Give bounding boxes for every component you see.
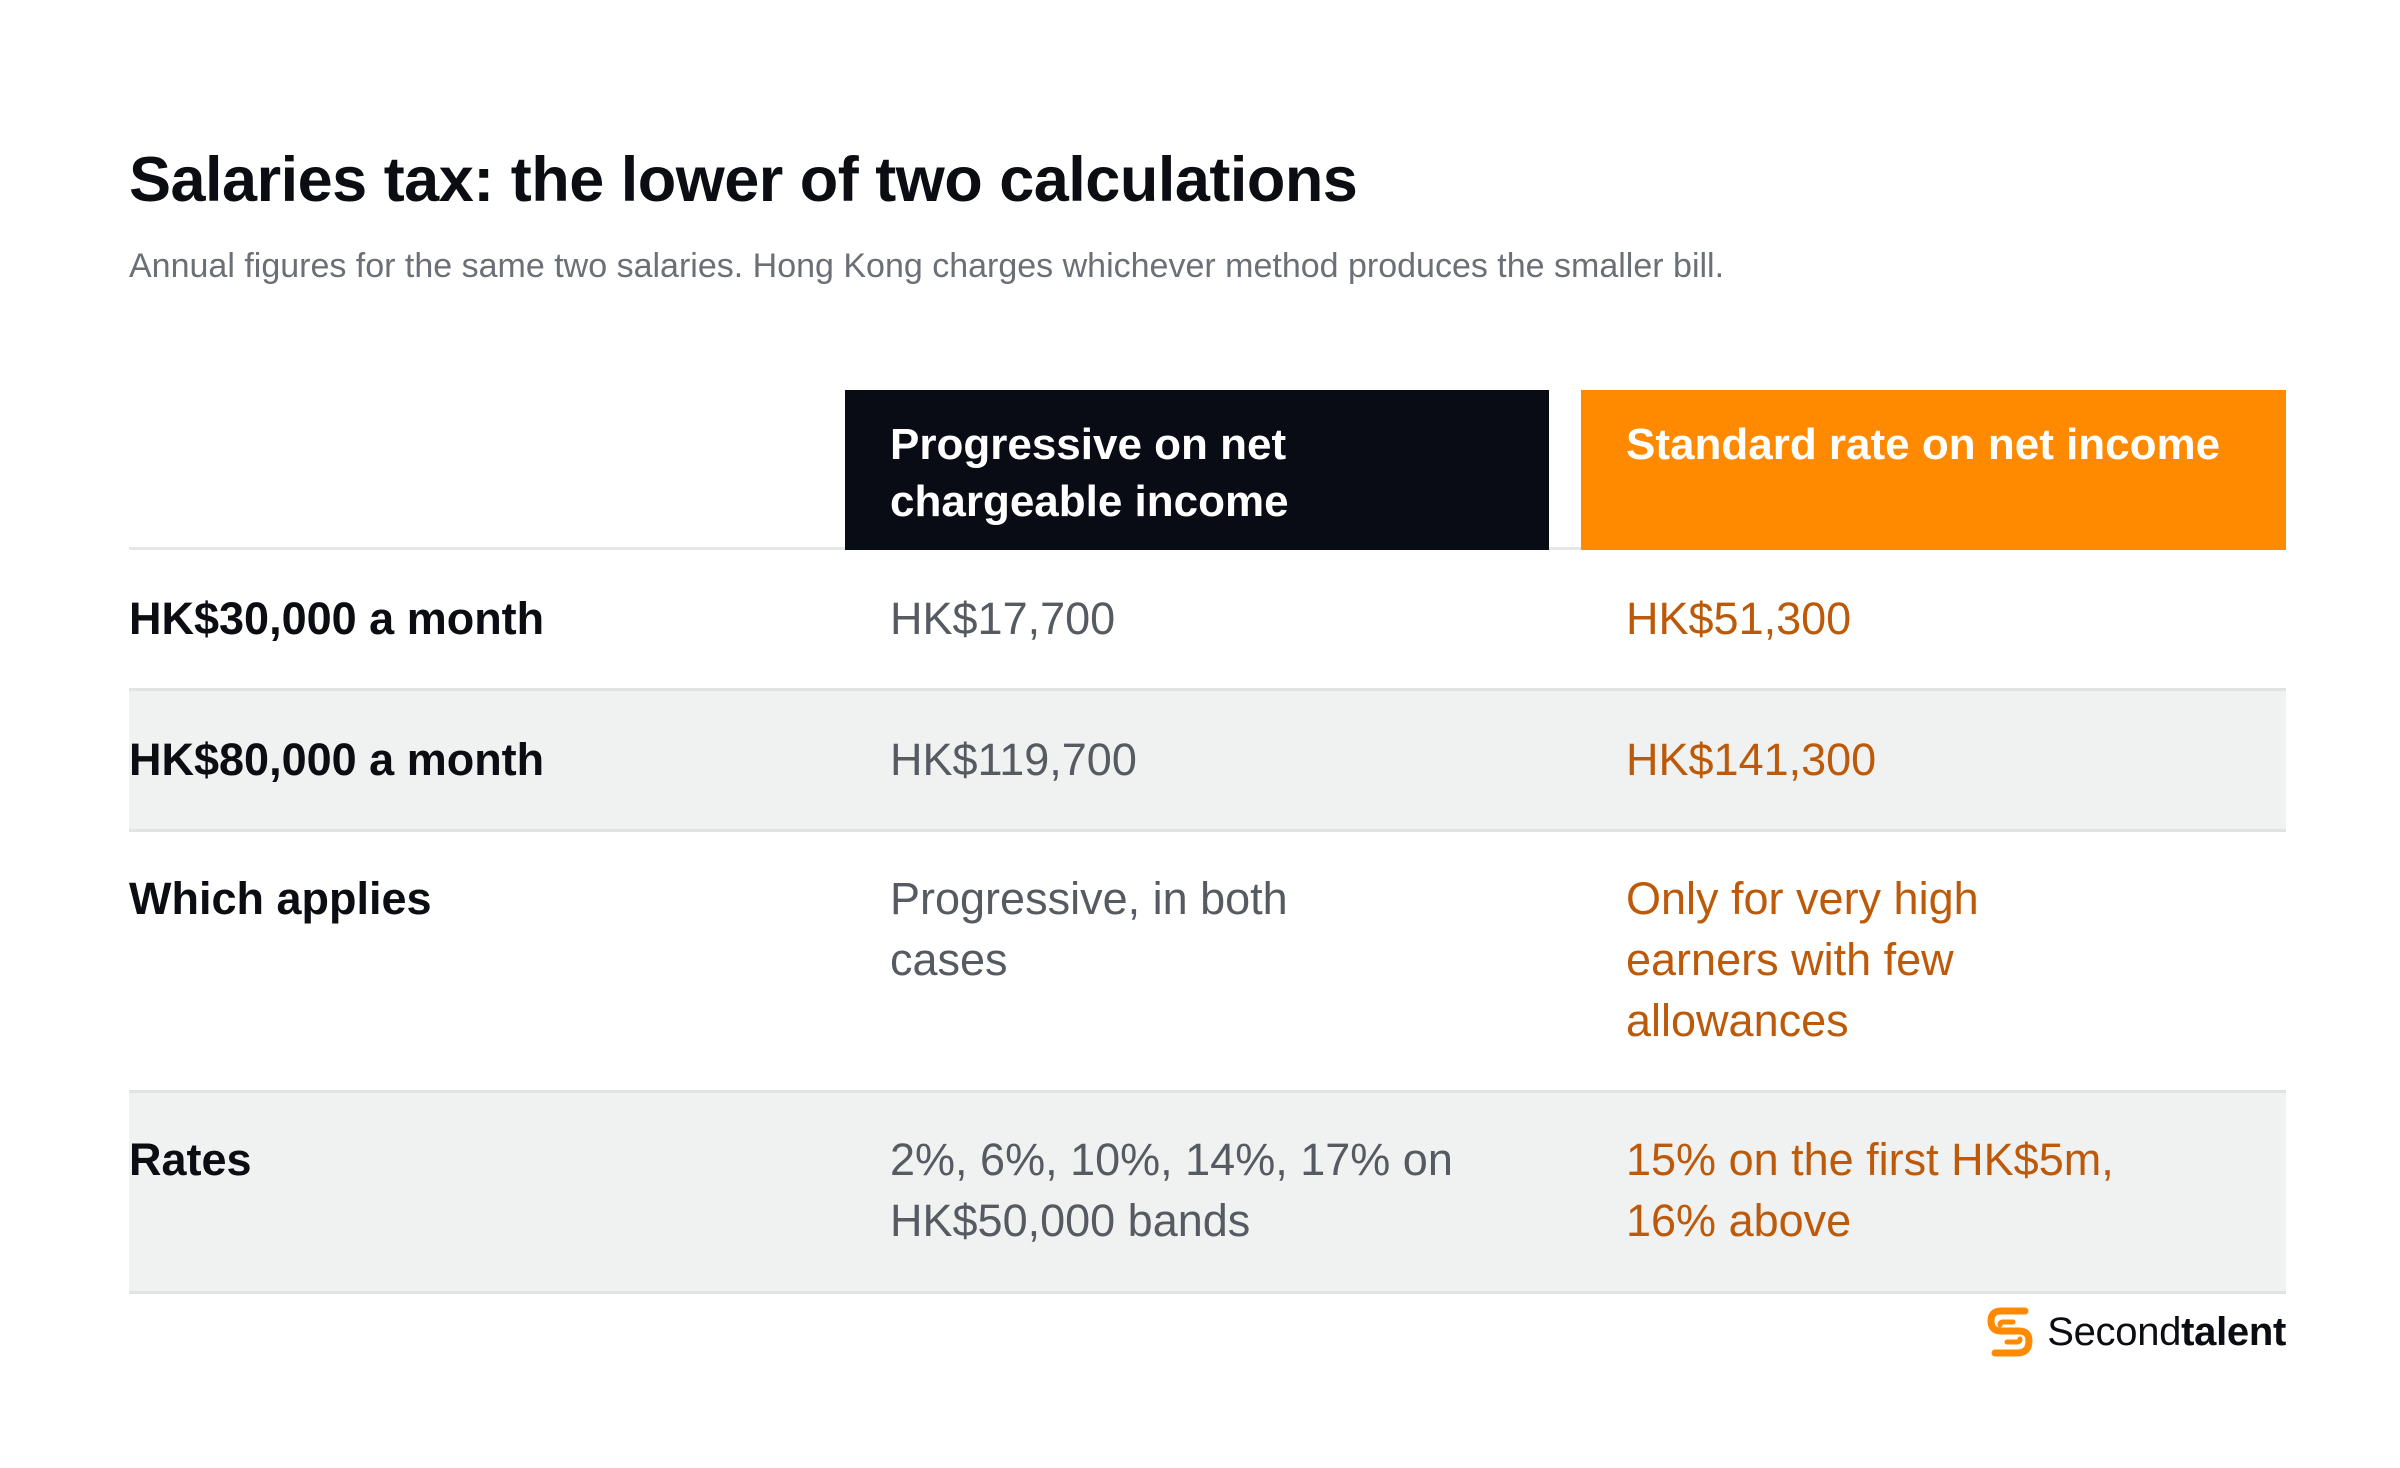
column-header-standard: Standard rate on net income [1581,390,2286,550]
progressive-value: 2%, 6%, 10%, 14%, 17% on HK$50,000 bands [890,1134,1453,1246]
table-row: HK$80,000 a month HK$119,700 HK$141,300 [129,691,2286,832]
table-row: Rates 2%, 6%, 10%, 14%, 17% on HK$50,000… [129,1093,2286,1294]
page-title: Salaries tax: the lower of two calculati… [129,145,1358,215]
row-label: HK$80,000 a month [129,734,545,785]
row-label: Rates [129,1134,252,1185]
brand-name: Secondtalent [2047,1310,2286,1355]
brand-name-regular: Second [2047,1309,2182,1354]
standard-value: 15% on the first HK$5m, 16% above [1626,1134,2114,1246]
page-subtitle: Annual figures for the same two salaries… [129,247,1725,285]
secondtalent-logo-icon [1987,1307,2033,1357]
column-header-progressive: Progressive on net chargeable income [845,390,1549,550]
brand-logo: Secondtalent [1985,1304,2286,1360]
standard-value: HK$51,300 [1626,593,1852,644]
brand-name-bold: talent [2181,1309,2286,1354]
progressive-value: Progressive, in both cases [890,873,1288,985]
table-header-row: Progressive on net chargeable income Sta… [129,390,2286,550]
table-row: Which applies Progressive, in both cases… [129,832,2286,1093]
standard-value: HK$141,300 [1626,734,1877,785]
progressive-value: HK$17,700 [890,593,1116,644]
progressive-value: HK$119,700 [890,734,1137,785]
table-row: HK$30,000 a month HK$17,700 HK$51,300 [129,550,2286,691]
comparison-table: Progressive on net chargeable income Sta… [129,390,2286,1294]
standard-value: Only for very high earners with few allo… [1626,873,1979,1046]
row-label: HK$30,000 a month [129,593,545,644]
row-label: Which applies [129,873,432,924]
